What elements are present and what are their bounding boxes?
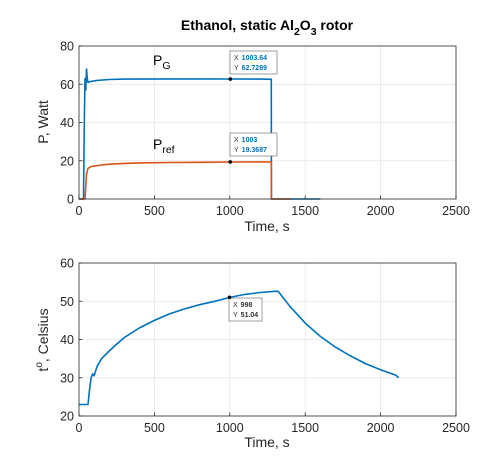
top-ytick-label: 80 [60,40,74,54]
bottom-ytick-label: 40 [60,333,74,347]
bottom-ytick-label: 50 [60,295,74,309]
bottom-plot-axes: 0 500 1000 1500 2000 2500 20 30 40 50 60 X 998 Y 51.… [34,257,470,451]
datatip-top-pg[interactable]: X 1003.64 Y 62.7289 [229,50,278,75]
bottom-ytick-label: 20 [60,410,74,424]
bottom-xtick-label: 2000 [367,421,395,435]
top-series-line-1 [79,161,291,200]
bottom-xtick-label: 0 [76,421,83,435]
top-plot-ticks: 0 500 1000 1500 2000 2500 0 20 40 60 80 [60,40,470,219]
bottom-xtick-label: 1500 [291,421,319,435]
bottom-ytick-label: 60 [60,257,74,271]
svg-text:Y51.04: Y 51.04 [233,312,258,319]
top-xtick-label: 1500 [291,204,319,218]
top-ytick-label: 20 [60,154,74,168]
top-ytick-label: 40 [60,116,74,130]
series-label-pref: Pref [153,136,175,156]
top-xtick-label: 2500 [442,204,470,218]
svg-text:Y62.7289: Y 62.7289 [234,65,267,72]
top-plot-xlabel: Time, s [244,218,289,234]
bottom-xtick-label: 2500 [442,421,470,435]
series-label-pg: PG [153,52,171,72]
bottom-plot-ylabel: to, Celsius [34,308,51,371]
top-xtick-label: 0 [76,204,83,218]
bottom-plot-datatip-markers [227,295,232,300]
bottom-plot-xlabel: Time, s [244,434,289,450]
top-xtick-label: 2000 [367,204,395,218]
bottom-plot-ticks: 0 500 1000 1500 2000 2500 20 30 40 50 60 [60,257,470,436]
svg-text:Y19.3687: Y 19.3687 [234,147,267,154]
top-plot-datatip-markers [228,77,233,164]
bottom-datatip-marker-0 [227,295,232,300]
bottom-series-line-0 [79,290,400,406]
top-plot-grid [79,46,456,199]
top-plot-ylabel: P, Watt [35,100,51,144]
datatip-top-pref[interactable]: X 1003 Y 19.3687 [229,132,278,157]
top-ytick-label: 60 [60,78,74,92]
bottom-plot-series [79,290,400,406]
top-datatip-marker-1 [228,160,233,164]
top-plot-title: Ethanol, static Al2O3 rotor [181,17,354,38]
bottom-xtick-label: 500 [144,421,165,435]
bottom-xtick-label: 1000 [216,421,244,435]
bottom-plot-grid [79,263,456,416]
top-ytick-label: 0 [67,193,74,207]
top-datatip-marker-0 [228,77,233,81]
bottom-ytick-label: 30 [60,371,74,385]
top-xtick-label: 500 [144,204,165,218]
top-xtick-label: 1000 [216,204,244,218]
datatip-bottom[interactable]: X 998 Y 51.04 [228,297,263,322]
